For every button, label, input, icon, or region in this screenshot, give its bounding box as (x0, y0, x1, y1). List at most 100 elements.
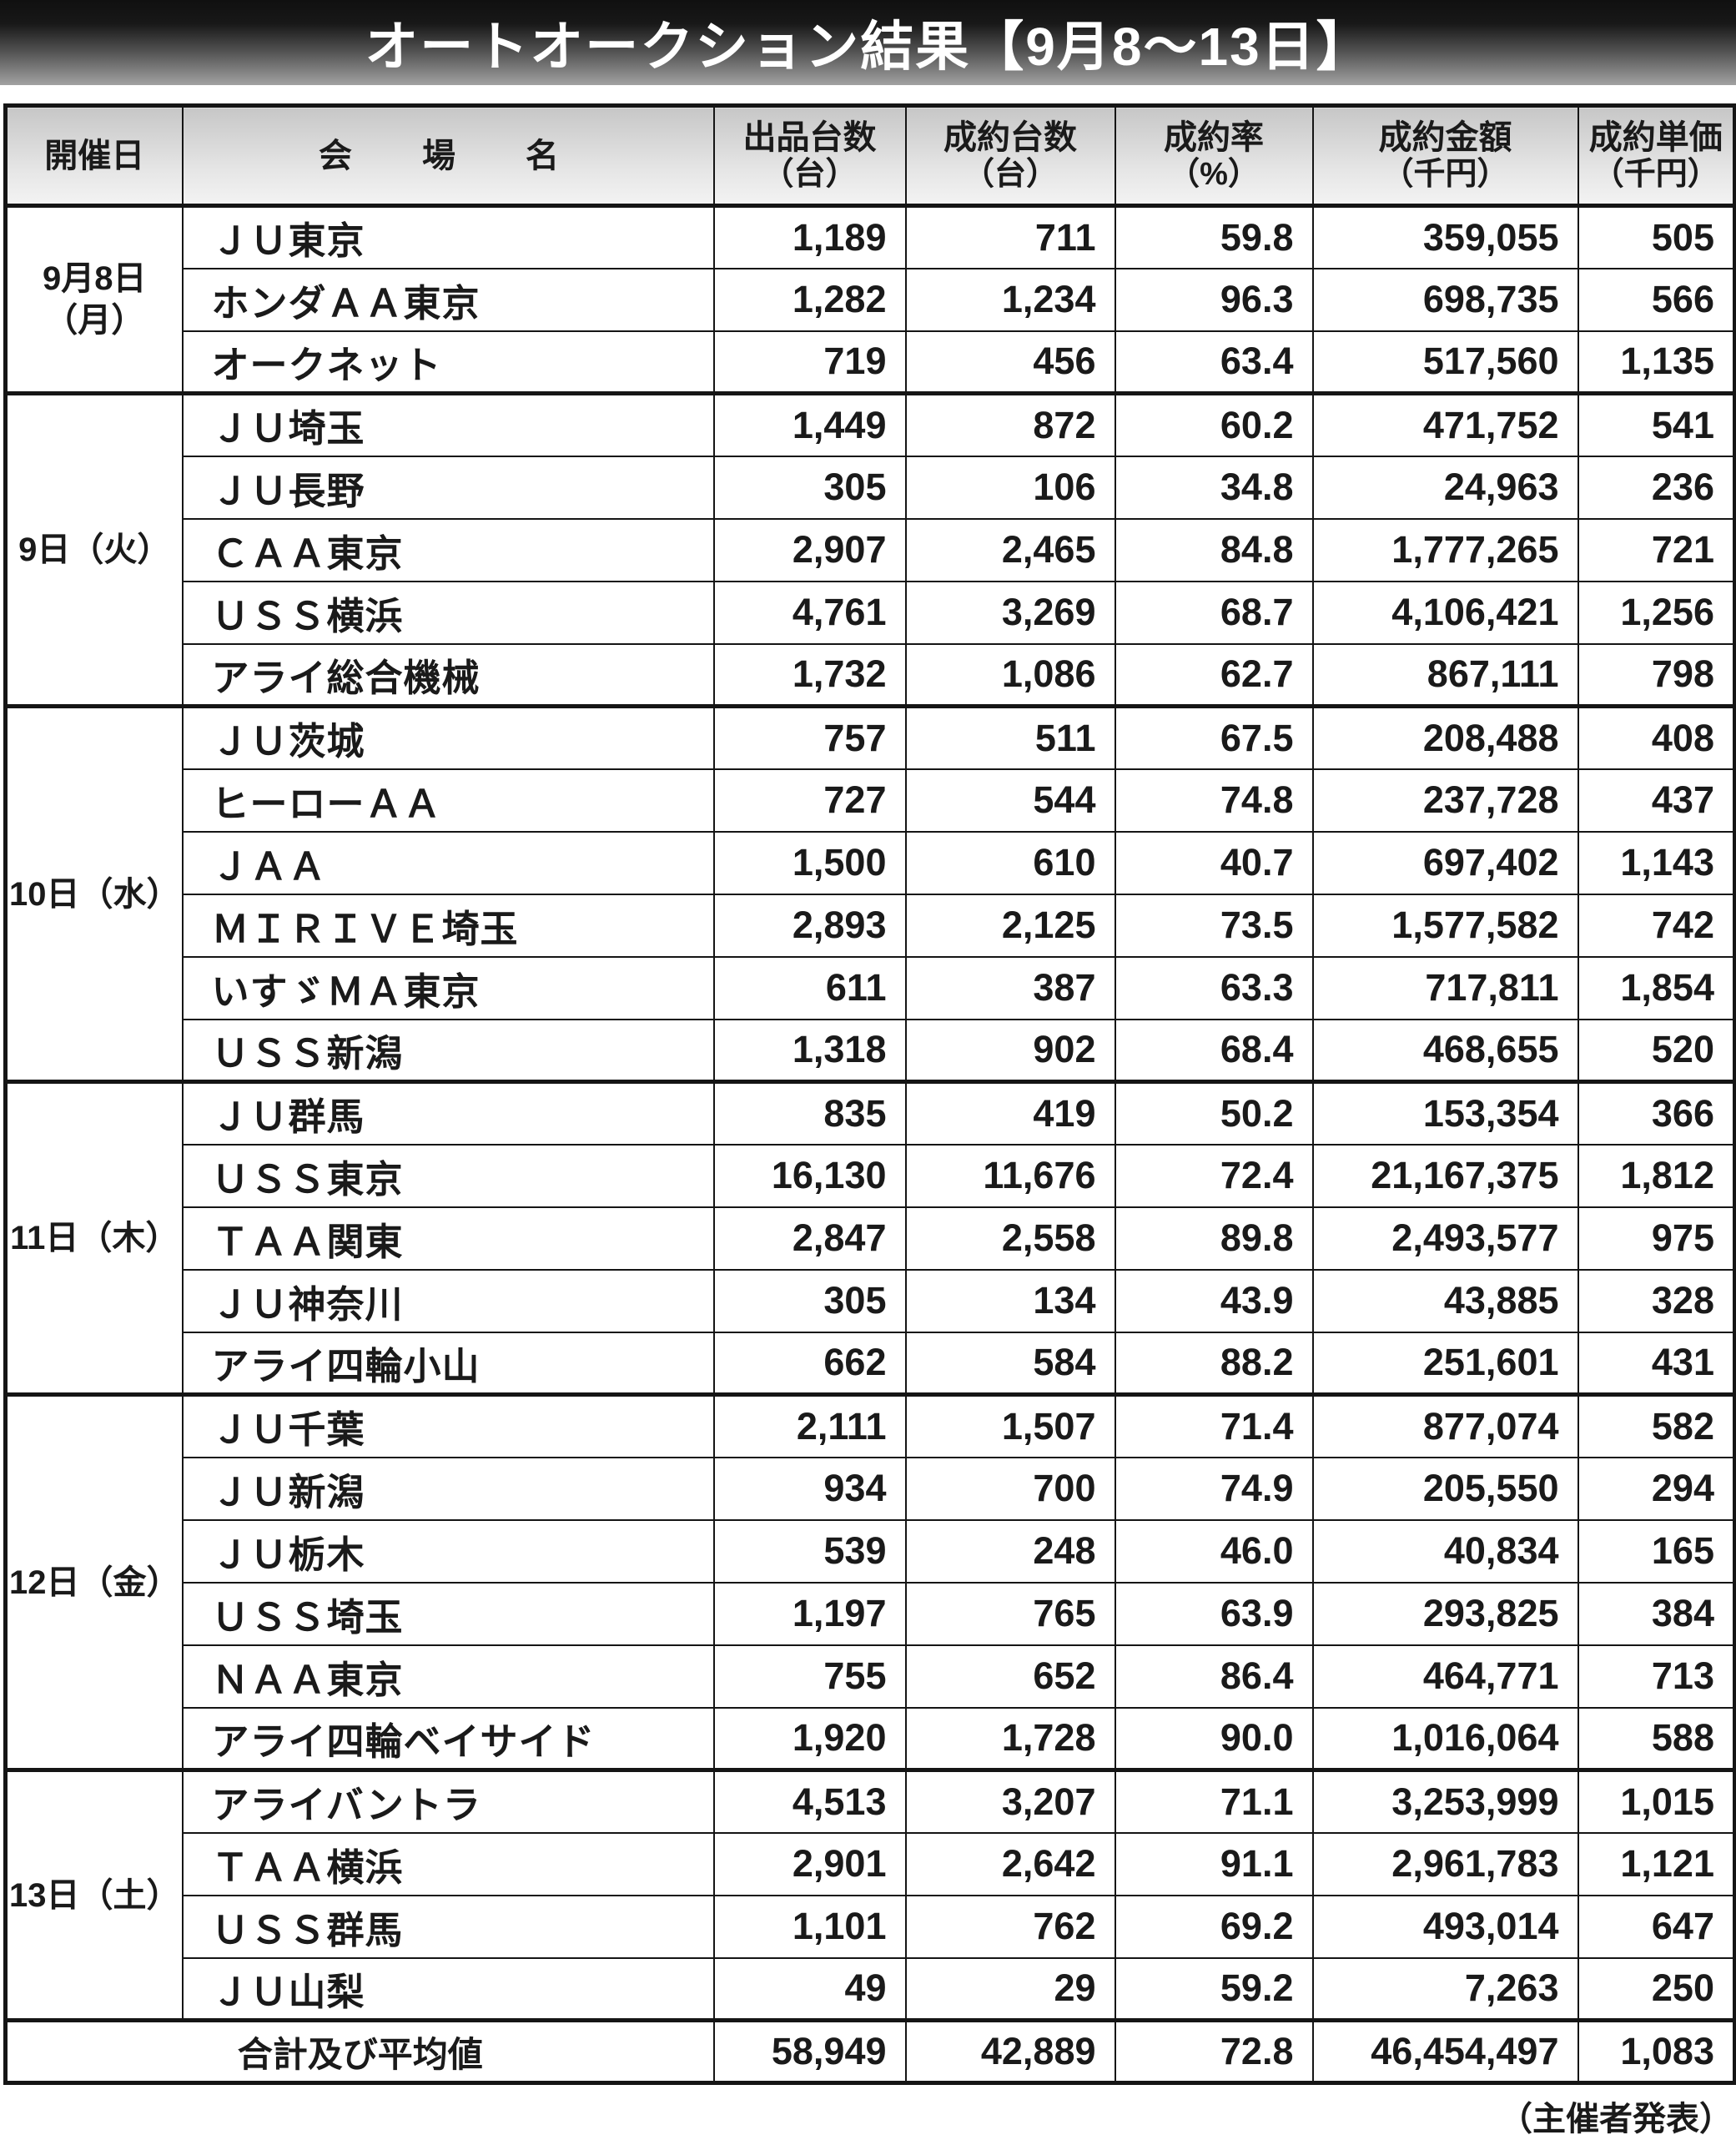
date-cell: 9月8日 （月） (4, 204, 184, 395)
unit-price-cell: 384 (1577, 1581, 1736, 1646)
sold-count-cell: 387 (904, 955, 1116, 1020)
unit-price-cell: 798 (1577, 642, 1736, 707)
table-row: ＵＳＳ東京 16,130 11,676 72.4 21,167,375 1,812 (6, 1143, 1736, 1208)
contract-amount-cell: 21,167,375 (1311, 1143, 1579, 1208)
table-wrapper: 開催日会 場 名出品台数 （台） 成約台数 （台） 成約率 （%） 成約金額 （千円） 成約単価… (3, 103, 1736, 2085)
listed-count-cell: 1,189 (712, 204, 907, 269)
unit-price-cell: 437 (1577, 768, 1736, 833)
contract-amount-cell: 717,811 (1311, 955, 1579, 1020)
unit-price-cell: 1,812 (1577, 1143, 1736, 1208)
total-unit-price-cell: 1,083 (1577, 2018, 1736, 2084)
column-header-label: 出品台数 (742, 118, 877, 156)
contract-rate-cell: 59.8 (1114, 204, 1314, 269)
contract-amount-cell: 205,550 (1311, 1456, 1579, 1521)
contract-amount-cell: 867,111 (1311, 642, 1579, 707)
contract-amount-cell: 1,016,064 (1311, 1706, 1579, 1771)
sold-count-cell: 3,207 (904, 1768, 1116, 1834)
venue-name-cell: いすゞＭＡ東京 (181, 955, 715, 1020)
total-row: 合計及び平均値 58,949 42,889 72.8 46,454,497 1,083 (4, 2018, 1736, 2084)
table-row: ヒーローＡＡ 727 544 74.8 237,728 437 (6, 768, 1736, 833)
sold-count-cell: 700 (904, 1456, 1116, 1521)
venue-name-cell: ＵＳＳ埼玉 (181, 1581, 715, 1646)
venue-name-cell: アライ四輪小山 (181, 1331, 715, 1396)
date-line: 9月8日 (43, 260, 147, 297)
total-label-cell: 合計及び平均値 (4, 2018, 715, 2084)
date-cell: 12日（金） (4, 1392, 184, 1771)
contract-rate-cell: 88.2 (1114, 1331, 1314, 1396)
column-header-unit: （%） (1168, 156, 1260, 192)
contract-rate-cell: 91.1 (1114, 1831, 1314, 1896)
listed-count-cell: 2,901 (712, 1831, 907, 1896)
total-contract-rate-cell: 72.8 (1114, 2018, 1314, 2084)
sold-count-cell: 765 (904, 1581, 1116, 1646)
contract-rate-cell: 89.8 (1114, 1206, 1314, 1271)
contract-amount-cell: 237,728 (1311, 768, 1579, 833)
auction-results-table: 開催日会 場 名出品台数 （台） 成約台数 （台） 成約率 （%） 成約金額 （千円） 成約単価… (3, 103, 1736, 2085)
contract-rate-cell: 96.3 (1114, 267, 1314, 332)
contract-amount-cell: 208,488 (1311, 704, 1579, 770)
listed-count-cell: 835 (712, 1080, 907, 1146)
venue-name-cell: ＪＵ栃木 (181, 1518, 715, 1584)
contract-amount-cell: 251,601 (1311, 1331, 1579, 1396)
table-row: ＣＡＡ東京 2,907 2,465 84.8 1,777,265 721 (6, 517, 1736, 582)
date-cell: 13日（土） (4, 1768, 184, 2022)
table-row: ＪＡＡ 1,500 610 40.7 697,402 1,143 (6, 830, 1736, 895)
contract-amount-cell: 2,493,577 (1311, 1206, 1579, 1271)
contract-rate-cell: 69.2 (1114, 1894, 1314, 1959)
contract-rate-cell: 90.0 (1114, 1706, 1314, 1771)
total-sold-count-cell: 42,889 (904, 2018, 1116, 2084)
column-header: 成約台数 （台） (904, 104, 1116, 208)
venue-name-cell: ヒーローＡＡ (181, 768, 715, 833)
table-row: 13日（土） アライバントラ 4,513 3,207 71.1 3,253,999 1,01… (4, 1768, 1736, 2022)
sold-count-cell: 1,507 (904, 1392, 1116, 1458)
listed-count-cell: 1,197 (712, 1581, 907, 1646)
column-header: 会 場 名 (181, 104, 715, 208)
contract-amount-cell: 40,834 (1311, 1518, 1579, 1584)
unit-price-cell: 588 (1577, 1706, 1736, 1771)
contract-rate-cell: 63.4 (1114, 330, 1314, 395)
venue-name-cell: ＪＡＡ (181, 830, 715, 895)
date-line: 13日（土） (9, 1876, 180, 1914)
contract-rate-cell: 43.9 (1114, 1268, 1314, 1333)
column-header-label: 成約率 (1164, 118, 1264, 156)
table-row: ＪＵ長野 305 106 34.8 24,963 236 (6, 455, 1736, 520)
unit-price-cell: 1,135 (1577, 330, 1736, 395)
contract-amount-cell: 493,014 (1311, 1894, 1579, 1959)
table-row: アライ四輪ベイサイド 1,920 1,728 90.0 1,016,064 588 (6, 1706, 1736, 1771)
column-header: 成約単価 （千円） (1577, 104, 1736, 208)
unit-price-cell: 742 (1577, 893, 1736, 958)
contract-amount-cell: 43,885 (1311, 1268, 1579, 1333)
total-listed-count-cell: 58,949 (712, 2018, 907, 2084)
table-row: ＭＩＲＩＶＥ埼玉 2,893 2,125 73.5 1,577,582 742 (6, 893, 1736, 958)
venue-name-cell: ＪＵ埼玉 (181, 391, 715, 457)
venue-name-cell: ＵＳＳ横浜 (181, 580, 715, 645)
table-row: 11日（木） ＪＵ群馬 835 419 50.2 153,354 366 (4, 1080, 1736, 1396)
venue-name-cell: ＪＵ山梨 (181, 1956, 715, 2022)
contract-rate-cell: 68.4 (1114, 1018, 1314, 1083)
column-header-label: 会 場 名 (319, 137, 577, 174)
contract-rate-cell: 71.4 (1114, 1392, 1314, 1458)
contract-rate-cell: 40.7 (1114, 830, 1314, 895)
sold-count-cell: 584 (904, 1331, 1116, 1396)
table-row: ホンダＡＡ東京 1,282 1,234 96.3 698,735 566 (6, 267, 1736, 332)
sold-count-cell: 610 (904, 830, 1116, 895)
date-line: 11日（木） (10, 1220, 179, 1256)
listed-count-cell: 611 (712, 955, 907, 1020)
contract-amount-cell: 697,402 (1311, 830, 1579, 895)
contract-amount-cell: 464,771 (1311, 1644, 1579, 1709)
listed-count-cell: 1,500 (712, 830, 907, 895)
table-row: 10日（水） ＪＵ茨城 757 511 67.5 208,488 408 (4, 704, 1736, 1083)
listed-count-cell: 719 (712, 330, 907, 395)
sold-count-cell: 419 (904, 1080, 1116, 1146)
sold-count-cell: 652 (904, 1644, 1116, 1709)
venue-name-cell: ＴＡＡ横浜 (181, 1831, 715, 1896)
contract-rate-cell: 60.2 (1114, 391, 1314, 457)
sold-count-cell: 2,642 (904, 1831, 1116, 1896)
contract-amount-cell: 517,560 (1311, 330, 1579, 395)
column-header-unit: （千円） (1381, 156, 1509, 192)
table-row: ＪＵ新潟 934 700 74.9 205,550 294 (6, 1456, 1736, 1521)
sold-count-cell: 1,086 (904, 642, 1116, 707)
unit-price-cell: 975 (1577, 1206, 1736, 1271)
unit-price-cell: 165 (1577, 1518, 1736, 1584)
listed-count-cell: 727 (712, 768, 907, 833)
